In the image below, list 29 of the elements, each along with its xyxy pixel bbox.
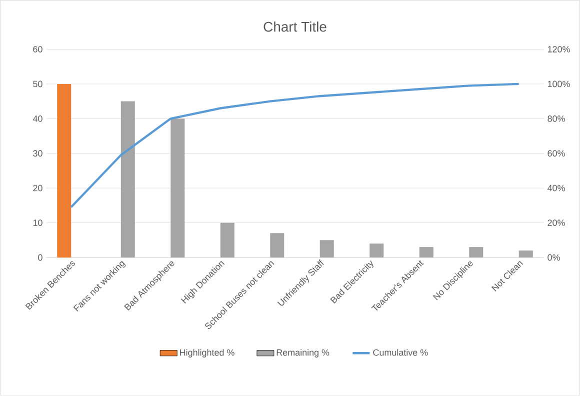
bar	[220, 222, 234, 258]
legend-label: Cumulative %	[373, 349, 428, 356]
legend-label: Highlighted %	[180, 349, 234, 358]
y-tick-label: 40	[32, 116, 42, 122]
y2-tick-label: 0%	[548, 254, 560, 261]
y2-tick-label: 100%	[548, 80, 570, 88]
chart-title: Chart Title	[264, 22, 326, 32]
y2-tick-label: 60%	[548, 150, 565, 157]
y-tick-label: 0	[38, 254, 42, 261]
y-tick-label: 30	[33, 150, 42, 157]
y-tick-label: 50	[33, 80, 42, 88]
bar	[170, 118, 185, 258]
y2-tick-label: 40%	[547, 184, 565, 192]
legend-label: Remaining %	[276, 349, 330, 358]
y-tick-label: 20	[33, 184, 42, 192]
bar	[57, 84, 72, 258]
bar	[320, 240, 334, 258]
bar	[120, 101, 135, 258]
bar	[270, 233, 284, 258]
y2-tick-label: 80%	[548, 116, 565, 122]
y2-tick-label: 20%	[548, 220, 565, 226]
y-tick-label: 60	[33, 46, 42, 53]
bar	[518, 250, 533, 258]
y2-tick-label: 120%	[548, 46, 570, 53]
y-tick-label: 10	[33, 220, 42, 226]
bar	[419, 247, 434, 258]
bar	[370, 244, 384, 258]
bar	[469, 247, 484, 258]
line-series	[70, 82, 520, 208]
